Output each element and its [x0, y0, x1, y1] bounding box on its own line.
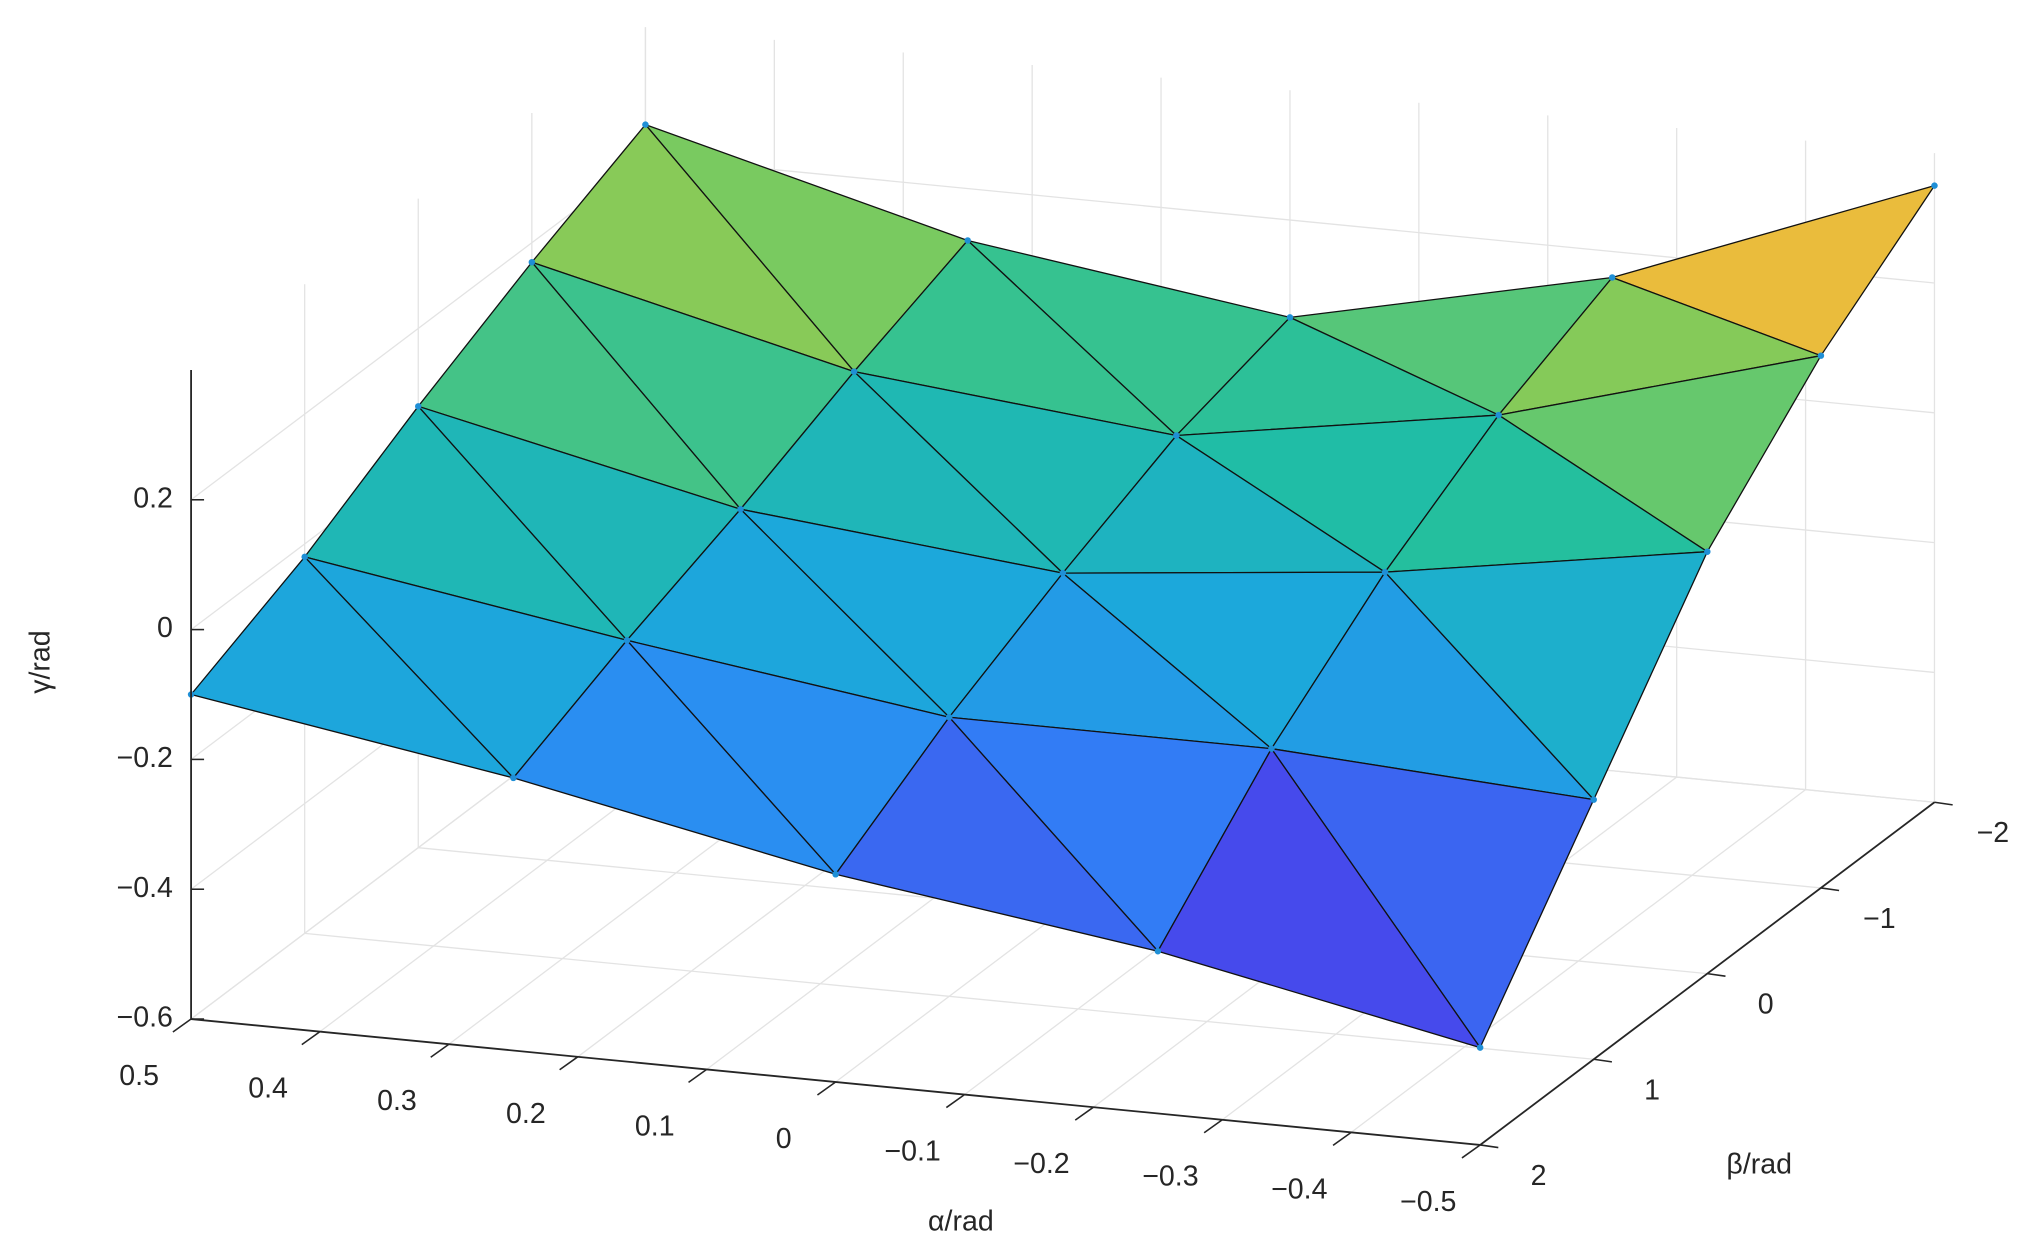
- grid-line: [190, 156, 646, 501]
- axes: 0.5 0.4 0.3 0.2 0.1 0 −0.1 −0.2 −0.3 −0.4 −0.5 −2 −1…: [117, 369, 2010, 1218]
- y-tick-label: 2: [1531, 1160, 1547, 1192]
- z-tick-label: 0: [157, 612, 173, 644]
- x-tick-label: 0: [776, 1123, 792, 1155]
- surface-facet: [512, 639, 837, 875]
- surface-vertex: [1173, 432, 1180, 439]
- z-tick-label: −0.6: [117, 1002, 173, 1034]
- x-tick-label: −0.3: [1142, 1161, 1198, 1193]
- x-axis-label: α/rad: [928, 1205, 994, 1237]
- surface-vertex: [623, 637, 631, 644]
- x-tick: [301, 1030, 321, 1046]
- x-tick-label: −0.5: [1400, 1186, 1456, 1218]
- x-tick-label: 0.1: [635, 1110, 675, 1142]
- surface-vertex: [415, 403, 422, 410]
- surface-vertex: [528, 258, 536, 266]
- surface-vertex: [1817, 352, 1825, 359]
- y-axis-label: β/rad: [1726, 1148, 1792, 1180]
- y-tick: [1707, 972, 1726, 977]
- y-tick: [1820, 887, 1840, 892]
- surface-vertex: [1495, 411, 1502, 419]
- x-axis: [190, 1018, 1481, 1146]
- surface-vertex: [1931, 182, 1938, 189]
- x-tick: [1461, 1144, 1481, 1159]
- surface-vertex: [1704, 548, 1711, 555]
- y-axis: [1479, 801, 1936, 1146]
- surface-facet: [190, 556, 514, 779]
- z-axis-label: γ/rad: [24, 630, 56, 693]
- x-tick: [688, 1068, 708, 1084]
- surface-vertex: [1268, 745, 1275, 752]
- x-tick: [559, 1056, 579, 1071]
- surface-facet: [834, 716, 1159, 952]
- surface-vertex: [301, 553, 308, 561]
- surface-vertex: [945, 713, 953, 721]
- surface-vertex: [1476, 1044, 1484, 1051]
- surface-vertex: [1059, 569, 1067, 577]
- y-tick-label: 1: [1644, 1074, 1660, 1106]
- z-tick-label: 0.2: [133, 482, 173, 514]
- y-tick: [1593, 1058, 1613, 1063]
- grid-line: [304, 932, 1594, 1060]
- surface-vertex: [1608, 274, 1616, 281]
- surface-facet: [1157, 748, 1481, 1049]
- x-tick: [172, 1018, 192, 1033]
- y-tick-label: −2: [1977, 817, 2010, 849]
- z-tick-label: −0.4: [117, 872, 173, 904]
- x-tick: [945, 1093, 965, 1109]
- x-tick: [430, 1043, 450, 1058]
- x-tick-label: 0.2: [506, 1098, 546, 1130]
- x-tick-label: −0.4: [1271, 1173, 1327, 1205]
- x-tick-label: 0.5: [119, 1060, 159, 1092]
- surface-vertex: [642, 121, 649, 128]
- x-tick-label: −0.2: [1013, 1148, 1069, 1180]
- surface-vertex: [737, 505, 744, 513]
- x-tick: [1203, 1119, 1223, 1134]
- surface-vertex: [850, 368, 858, 375]
- surface-vertex: [964, 237, 971, 244]
- z-tick-label: −0.2: [117, 742, 173, 774]
- x-tick: [1074, 1106, 1094, 1121]
- surface-vertex: [1590, 796, 1597, 803]
- x-tick: [1332, 1131, 1352, 1146]
- y-tick-label: 0: [1758, 989, 1774, 1021]
- x-tick: [816, 1081, 837, 1096]
- surface-vertex: [832, 871, 839, 878]
- x-tick-label: 0.3: [377, 1085, 417, 1117]
- surface-vertex: [510, 774, 517, 782]
- x-tick-label: −0.1: [884, 1136, 940, 1168]
- surface: [187, 121, 1938, 1051]
- surface-vertex: [1381, 568, 1389, 576]
- surface-vertex: [1286, 314, 1294, 321]
- y-tick: [1480, 1144, 1499, 1149]
- y-tick: [1934, 801, 1953, 806]
- x-tick-label: 0.4: [248, 1073, 288, 1105]
- y-tick-label: −1: [1863, 903, 1896, 935]
- surface-vertex: [1154, 947, 1162, 955]
